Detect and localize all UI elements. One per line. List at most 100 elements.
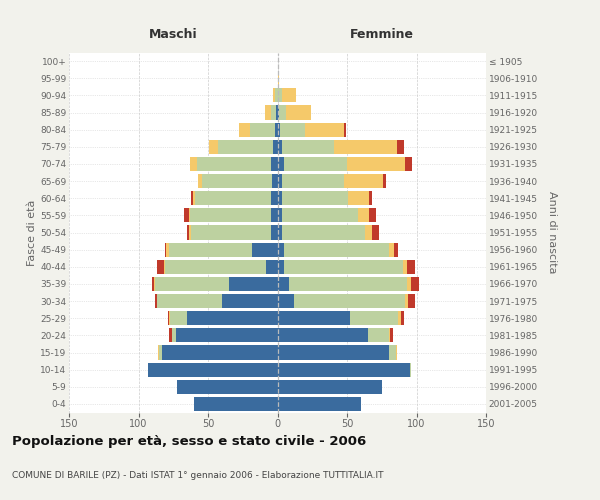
Bar xyxy=(166,242,169,256)
Bar xyxy=(407,277,411,291)
Bar xyxy=(157,294,222,308)
Bar xyxy=(284,242,389,256)
Bar xyxy=(155,294,157,308)
Bar xyxy=(184,208,188,222)
Bar xyxy=(218,140,274,154)
Bar xyxy=(165,242,166,256)
Bar xyxy=(277,397,361,411)
Bar xyxy=(277,106,279,120)
Bar xyxy=(194,397,277,411)
Bar xyxy=(157,260,164,274)
Bar xyxy=(369,191,372,205)
Text: Femmine: Femmine xyxy=(350,28,414,40)
Bar xyxy=(169,242,253,256)
Y-axis label: Anni di nascita: Anni di nascita xyxy=(547,191,557,274)
Bar xyxy=(349,191,369,205)
Text: Maschi: Maschi xyxy=(149,28,197,40)
Bar xyxy=(281,140,334,154)
Bar xyxy=(281,208,358,222)
Bar xyxy=(289,277,407,291)
Bar xyxy=(277,174,281,188)
Text: COMUNE DI BARILE (PZ) - Dati ISTAT 1° gennaio 2006 - Elaborazione TUTTITALIA.IT: COMUNE DI BARILE (PZ) - Dati ISTAT 1° ge… xyxy=(12,470,383,480)
Bar xyxy=(394,242,398,256)
Bar xyxy=(188,208,190,222)
Bar xyxy=(277,294,294,308)
Bar xyxy=(165,260,266,274)
Bar xyxy=(397,140,404,154)
Bar xyxy=(406,294,408,308)
Bar xyxy=(197,157,271,171)
Bar xyxy=(266,260,277,274)
Bar xyxy=(188,226,191,239)
Bar xyxy=(277,88,281,102)
Bar xyxy=(275,122,277,136)
Bar xyxy=(277,346,389,360)
Bar xyxy=(277,71,279,85)
Bar xyxy=(277,191,281,205)
Bar xyxy=(277,328,368,342)
Bar xyxy=(410,362,411,376)
Bar xyxy=(277,140,281,154)
Bar xyxy=(358,208,369,222)
Bar xyxy=(158,346,160,360)
Bar xyxy=(347,157,406,171)
Bar xyxy=(202,174,272,188)
Bar xyxy=(407,260,415,274)
Bar xyxy=(271,191,277,205)
Bar xyxy=(162,346,277,360)
Bar xyxy=(198,174,202,188)
Bar xyxy=(275,88,277,102)
Bar xyxy=(344,174,383,188)
Bar xyxy=(191,191,193,205)
Bar xyxy=(152,277,154,291)
Bar xyxy=(389,242,394,256)
Bar xyxy=(272,174,277,188)
Bar xyxy=(279,106,286,120)
Bar xyxy=(176,328,277,342)
Bar xyxy=(281,191,349,205)
Bar xyxy=(250,122,275,136)
Bar xyxy=(155,277,229,291)
Bar xyxy=(271,157,277,171)
Bar xyxy=(372,226,379,239)
Bar xyxy=(390,328,393,342)
Bar xyxy=(277,362,410,376)
Bar xyxy=(253,242,277,256)
Bar xyxy=(148,362,277,376)
Bar xyxy=(277,380,382,394)
Bar xyxy=(193,191,196,205)
Text: Popolazione per età, sesso e stato civile - 2006: Popolazione per età, sesso e stato civil… xyxy=(12,435,366,448)
Y-axis label: Fasce di età: Fasce di età xyxy=(27,200,37,266)
Bar xyxy=(277,260,284,274)
Bar xyxy=(169,328,172,342)
Bar xyxy=(277,242,284,256)
Bar xyxy=(398,311,401,325)
Bar xyxy=(172,328,176,342)
Bar xyxy=(187,311,277,325)
Bar xyxy=(334,140,397,154)
Bar xyxy=(196,191,271,205)
Bar xyxy=(281,88,296,102)
Bar xyxy=(169,311,170,325)
Bar xyxy=(401,311,404,325)
Bar xyxy=(222,294,277,308)
Bar xyxy=(411,277,419,291)
Bar xyxy=(239,122,250,136)
Bar xyxy=(274,88,275,102)
Bar xyxy=(229,277,277,291)
Bar xyxy=(280,122,305,136)
Bar xyxy=(277,157,284,171)
Bar xyxy=(281,174,344,188)
Bar xyxy=(277,122,280,136)
Bar xyxy=(403,260,407,274)
Bar xyxy=(277,311,350,325)
Bar xyxy=(164,260,165,274)
Bar xyxy=(277,226,281,239)
Bar xyxy=(350,311,398,325)
Bar xyxy=(284,157,347,171)
Bar xyxy=(294,294,406,308)
Bar xyxy=(178,380,277,394)
Bar xyxy=(284,260,403,274)
Bar xyxy=(274,140,277,154)
Bar xyxy=(271,208,277,222)
